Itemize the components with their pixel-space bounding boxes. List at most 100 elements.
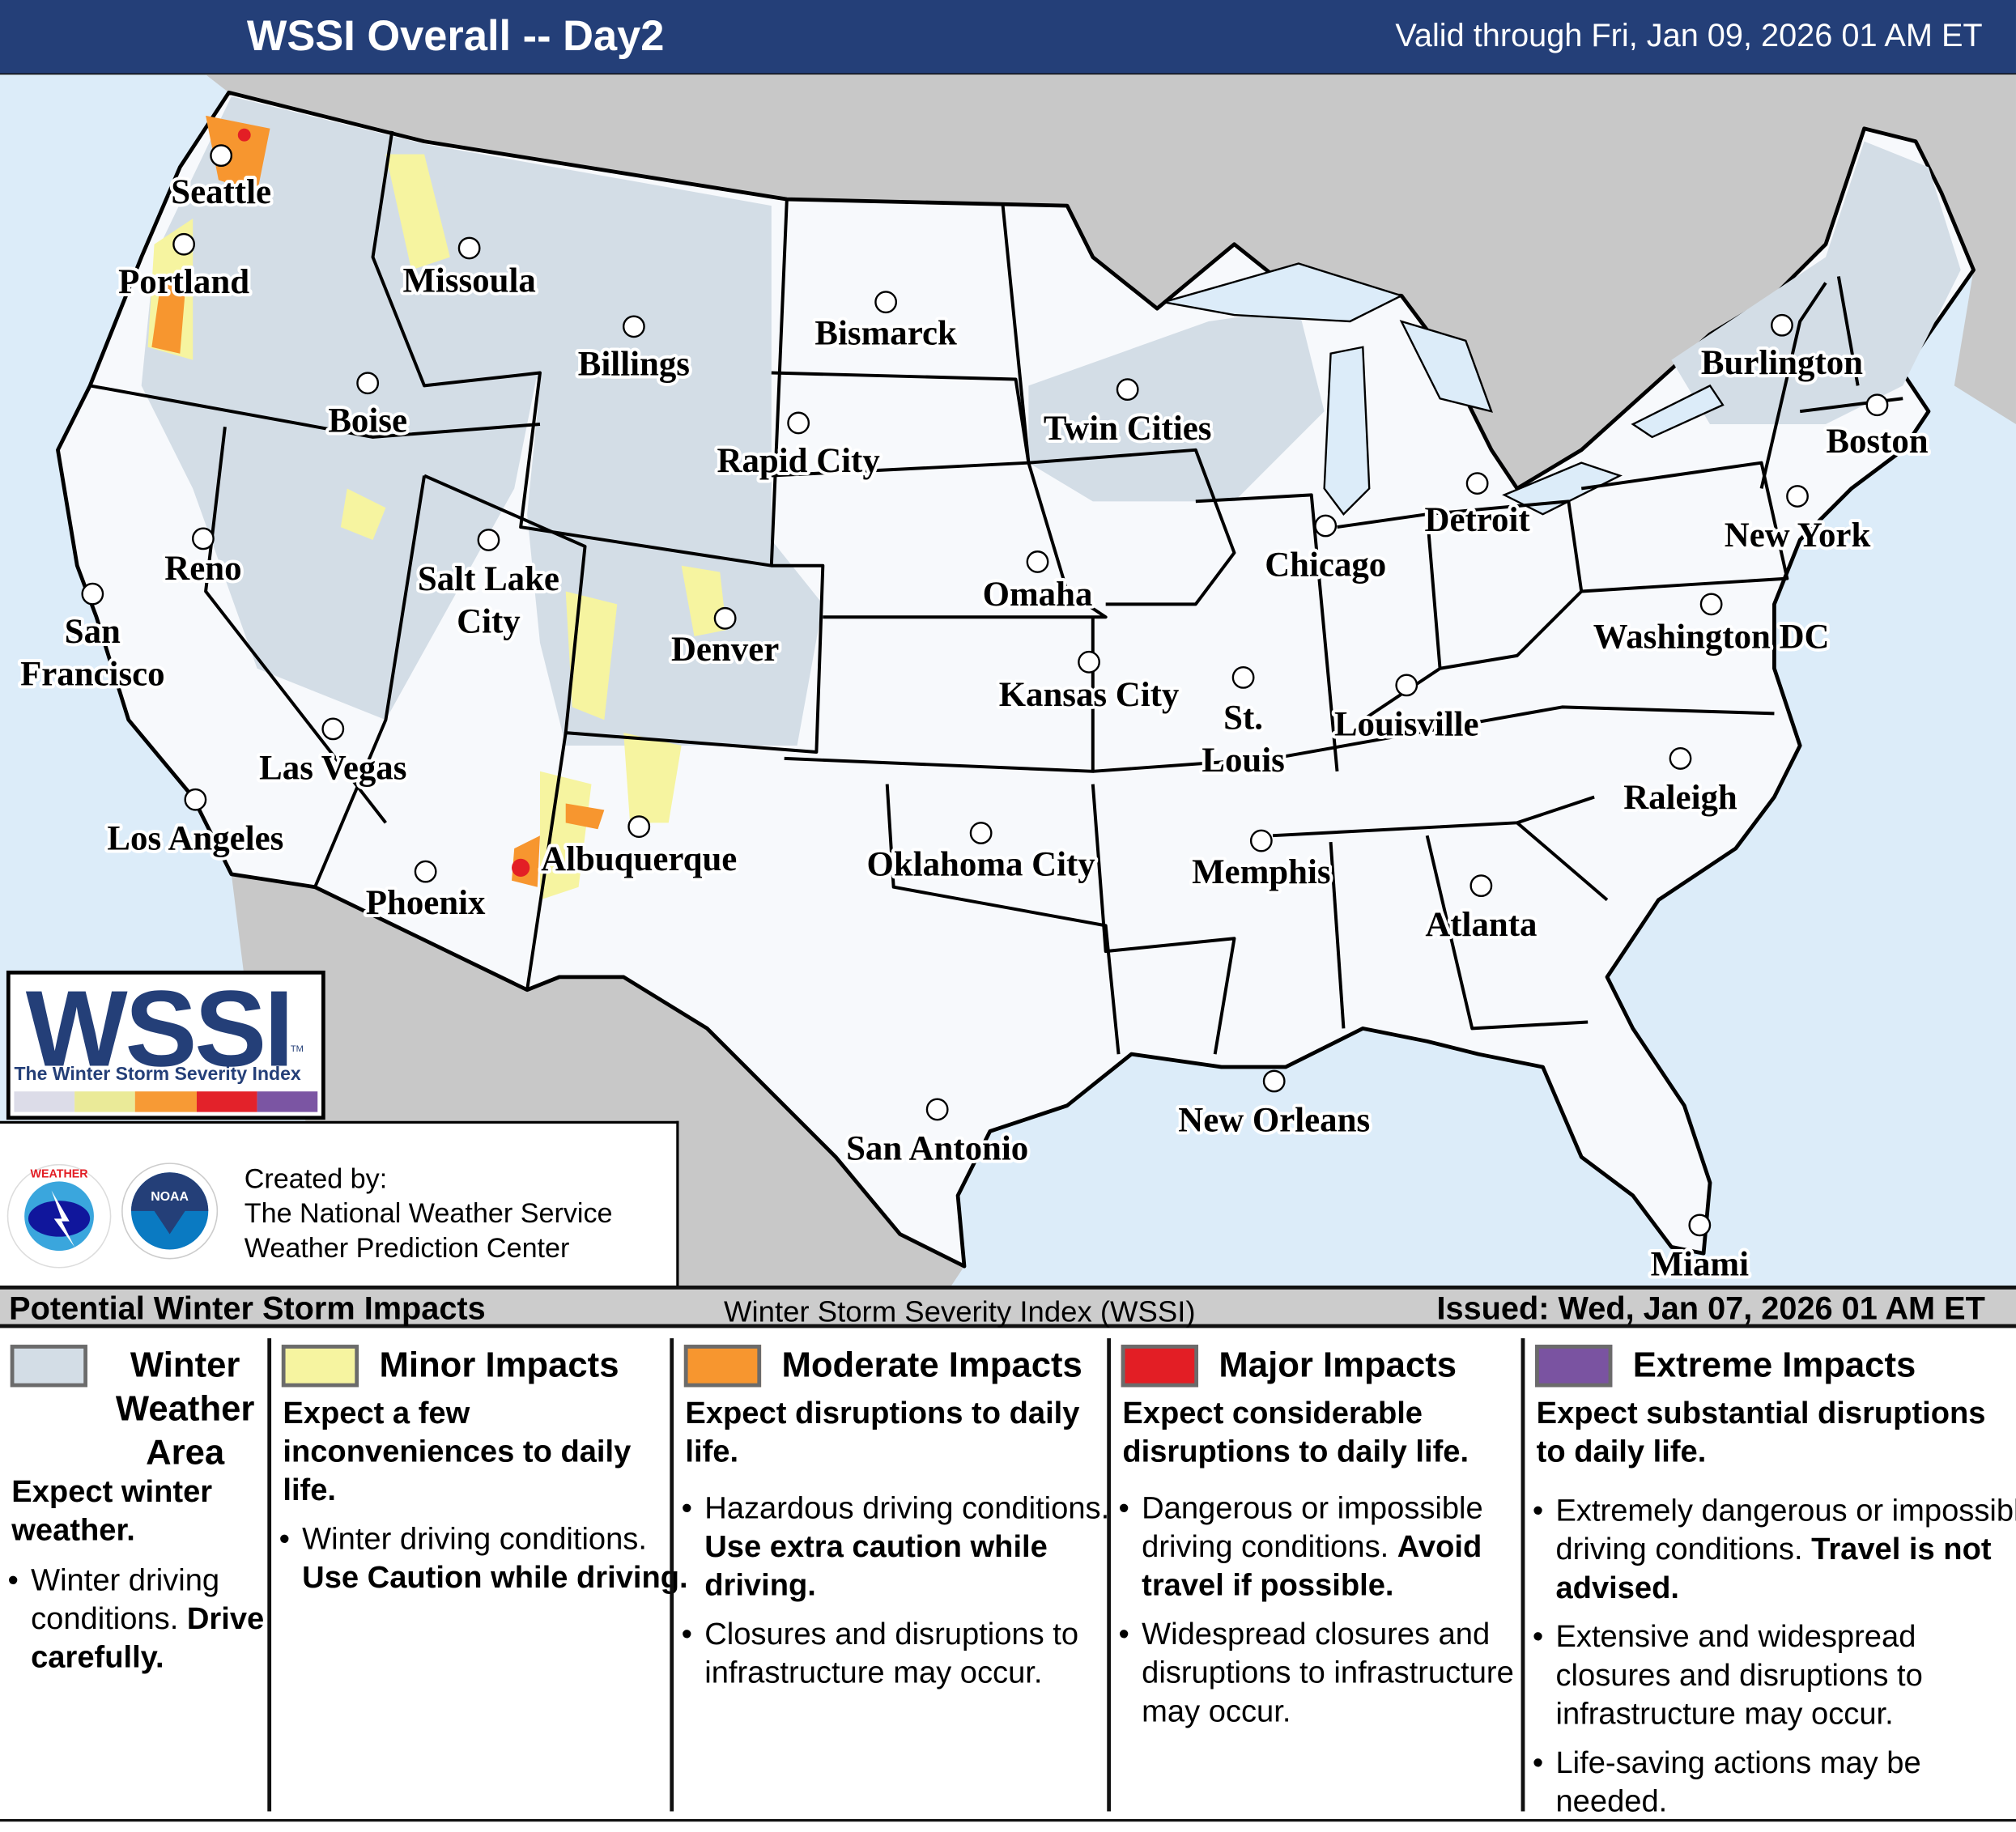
city-omaha: Omaha xyxy=(980,550,1095,617)
legend-category-title: Extreme Impacts xyxy=(1632,1345,1916,1385)
moderate-impacts-area xyxy=(151,115,605,887)
credits-box: WEATHER NOAA Created by: The National We… xyxy=(0,1120,679,1289)
legend-bullet: Winter driving conditions. Drive careful… xyxy=(8,1562,285,1677)
city-marker-icon xyxy=(1669,747,1692,770)
scale-swatch xyxy=(74,1091,136,1112)
city-marker-icon xyxy=(622,315,645,338)
legend-bullets: Extremely dangerous or impossible drivin… xyxy=(1528,1493,2016,1832)
legend-summary: Expect winter weather. xyxy=(11,1474,213,1548)
svg-text:WEATHER: WEATHER xyxy=(30,1168,88,1181)
legend-bullet: Winter driving conditions. Use Caution w… xyxy=(279,1521,691,1598)
city-marker-icon xyxy=(787,411,810,435)
city-label: Washington DC xyxy=(1593,618,1830,656)
city-marker-icon xyxy=(477,529,500,551)
city-seattle: Seattle xyxy=(168,144,274,215)
city-marker-icon xyxy=(1786,485,1809,508)
city-los-angeles: Los Angeles xyxy=(104,788,287,861)
city-billings: Billings xyxy=(575,315,693,387)
city-marker-icon xyxy=(627,815,651,838)
map-title: WSSI Overall -- Day2 xyxy=(246,11,665,60)
legend-bullet: Closures and disruptions to infrastructu… xyxy=(682,1616,1129,1693)
city-label: Bismarck xyxy=(814,315,957,353)
legend-swatch xyxy=(10,1345,87,1388)
major-impacts-area xyxy=(237,128,530,878)
legend-major-impacts: Major Impacts Expect considerable disrupt… xyxy=(1107,1338,1521,1812)
city-label: Portland xyxy=(118,263,249,301)
city-washington-dc: Washington DC xyxy=(1590,593,1832,659)
city-marker-icon xyxy=(1249,829,1273,852)
city-label: Salt Lake City xyxy=(418,560,559,640)
city-label: Billings xyxy=(578,346,690,384)
city-marker-icon xyxy=(1078,650,1100,674)
legend-category-title: Major Impacts xyxy=(1219,1345,1457,1385)
city-label: St. Louis xyxy=(1202,699,1284,779)
legend-swatch xyxy=(281,1345,359,1388)
city-detroit: Detroit xyxy=(1422,472,1533,542)
nws-logo-icon: WEATHER xyxy=(6,1163,112,1269)
legend-title: Potential Winter Storm Impacts xyxy=(9,1290,486,1327)
city-marker-icon xyxy=(210,144,233,168)
city-marker-icon xyxy=(1395,674,1418,697)
city-label: Albuquerque xyxy=(541,840,737,878)
city-label: Missoula xyxy=(402,261,535,300)
city-label: Reno xyxy=(164,550,241,588)
city-label: Burlington xyxy=(1701,344,1863,382)
city-marker-icon xyxy=(184,788,207,811)
legend-bullets: Winter driving conditions. Drive careful… xyxy=(2,1562,285,1688)
city-label: Oklahoma City xyxy=(867,845,1096,883)
city-label: Kansas City xyxy=(999,676,1180,714)
scale-swatch xyxy=(14,1091,75,1112)
city-chicago: Chicago xyxy=(1261,514,1389,587)
us-map: Seattle Portland Missoula Billings Bismarck B… xyxy=(0,74,2016,1286)
city-oklahoma-city: Oklahoma City xyxy=(864,822,1099,886)
city-portland: Portland xyxy=(115,232,253,304)
state-borders xyxy=(89,130,1903,1055)
legend-bullets: Dangerous or impossible driving conditio… xyxy=(1113,1490,1542,1741)
city-marker-icon xyxy=(874,291,898,314)
city-twin-cities: Twin Cities xyxy=(1040,378,1214,451)
scale-swatch xyxy=(257,1091,318,1112)
legend-bullet: Widespread closures and disruptions to i… xyxy=(1119,1616,1542,1732)
valid-time: Valid through Fri, Jan 09, 2026 01 AM ET xyxy=(1395,18,1983,54)
legend-bullets: Winter driving conditions. Use Caution w… xyxy=(274,1521,691,1609)
legend-winter-weather-area: Winter Weather Area Expect winter weather… xyxy=(0,1328,267,1811)
city-bismarck: Bismarck xyxy=(811,291,960,356)
city-marker-icon xyxy=(1262,1069,1286,1093)
scale-swatch xyxy=(196,1091,257,1112)
scale-swatch xyxy=(135,1091,197,1112)
wssi-logo-subtitle: The Winter Storm Severity Index xyxy=(14,1064,301,1086)
city-memphis: Memphis xyxy=(1189,829,1334,895)
legend-bullet: Hazardous driving conditions. Use extra … xyxy=(682,1490,1129,1605)
wssi-color-scale xyxy=(14,1091,318,1112)
city-rapid-city: Rapid City xyxy=(714,411,883,483)
wssi-logo: WSSI TM The Winter Storm Severity Index xyxy=(6,968,325,1120)
city-miami: Miami xyxy=(1648,1214,1752,1286)
city-marker-icon xyxy=(1865,393,1889,417)
legend-category-title: Moderate Impacts xyxy=(781,1345,1082,1385)
legend-moderate-impacts: Moderate Impacts Expect disruptions to da… xyxy=(670,1338,1109,1812)
noaa-logo-icon: NOAA xyxy=(121,1163,219,1260)
legend-category-title: Winter Weather Area xyxy=(115,1345,255,1473)
city-boston: Boston xyxy=(1822,393,1932,464)
legend-bullet: Extensive and widespread closures and di… xyxy=(1533,1618,2016,1734)
impact-legend: Winter Weather Area Expect winter weather… xyxy=(0,1328,2016,1822)
city-label: Boise xyxy=(328,402,407,440)
legend-swatch xyxy=(683,1345,762,1388)
city-label: New Orleans xyxy=(1178,1101,1370,1139)
city-boise: Boise xyxy=(325,372,410,444)
issued-time: Issued: Wed, Jan 07, 2026 01 AM ET xyxy=(1436,1290,1985,1327)
city-marker-icon xyxy=(713,606,737,630)
legend-index-name: Winter Storm Severity Index (WSSI) xyxy=(724,1294,1196,1328)
city-label: San Antonio xyxy=(846,1129,1028,1167)
legend-summary: Expect a few inconveniences to daily lif… xyxy=(283,1396,632,1508)
city-label: Denver xyxy=(671,631,779,669)
city-reno: Reno xyxy=(161,527,245,591)
great-lakes xyxy=(1163,262,1725,516)
city-marker-icon xyxy=(356,372,380,395)
city-denver: Denver xyxy=(668,606,782,672)
title-bar: WSSI Overall -- Day2 Valid through Fri, … xyxy=(0,0,2016,76)
legend-bullet: Dangerous or impossible driving conditio… xyxy=(1119,1490,1542,1605)
city-new-york: New York xyxy=(1721,485,1874,558)
legend-summary: Expect substantial disruptions to daily … xyxy=(1536,1396,1986,1470)
